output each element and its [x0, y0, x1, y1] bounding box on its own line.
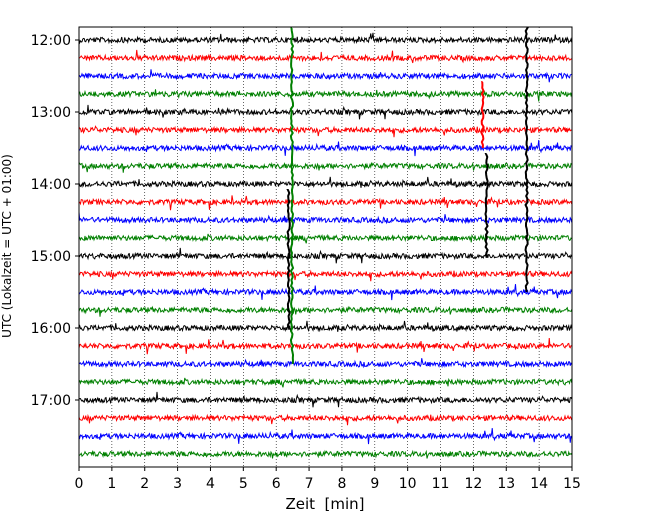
- trace-row-1330: [78, 140, 572, 157]
- trace-row-1200: [78, 32, 573, 45]
- trace-row-1215: [78, 49, 572, 64]
- y-axis-title: UTC (Lokalzeit = UTC + 01:00): [0, 154, 14, 338]
- trace-row-1700: [78, 391, 573, 408]
- x-tick-label: 2: [140, 476, 149, 492]
- event-spike-0: [289, 27, 295, 365]
- event-spike-3: [484, 153, 489, 257]
- y-tick-label: 17:00: [31, 393, 71, 409]
- x-tick-label: 0: [75, 476, 84, 492]
- trace-row-1630: [78, 358, 573, 369]
- plot-area-frame: [78, 26, 573, 468]
- trace-row-1530: [78, 284, 573, 301]
- x-tick-label: 14: [530, 476, 548, 492]
- x-tick-label: 8: [337, 476, 346, 492]
- trace-row-1400: [78, 176, 573, 189]
- x-tick-label: 15: [563, 476, 581, 492]
- trace-row-1315: [78, 125, 572, 138]
- x-axis-title: Zeit [min]: [285, 495, 364, 513]
- x-axis-ticks: 0 1 2 3 4 5 6 7 8 9 10 11 12 13 14 15: [75, 467, 581, 492]
- trace-row-1430: [78, 212, 573, 225]
- trace-row-1415: [78, 195, 573, 211]
- trace-row-1245: [78, 89, 573, 102]
- x-tick-label: 11: [432, 476, 450, 492]
- trace-row-1445: [78, 233, 573, 244]
- trace-row-1730: [78, 428, 573, 445]
- grid-lines: [111, 27, 540, 467]
- x-tick-label: 3: [173, 476, 182, 492]
- event-spikes: [286, 27, 530, 365]
- trace-row-1600: [78, 320, 573, 333]
- x-tick-label: 10: [399, 476, 417, 492]
- x-tick-label: 7: [305, 476, 314, 492]
- trace-row-1300: [78, 104, 573, 120]
- y-tick-label: 12:00: [31, 33, 71, 49]
- x-tick-label: 13: [497, 476, 515, 492]
- x-tick-label: 1: [107, 476, 116, 492]
- y-tick-label: 13:00: [31, 105, 71, 121]
- trace-row-1500: [78, 247, 573, 264]
- trace-row-1645: [78, 377, 573, 388]
- event-spike-1: [286, 189, 291, 329]
- trace-row-1615: [78, 338, 572, 355]
- y-tick-label: 16:00: [31, 321, 71, 337]
- x-tick-label: 4: [206, 476, 215, 492]
- event-spike-4: [524, 27, 530, 293]
- trace-row-1715: [78, 413, 573, 426]
- trace-row-1230: [78, 69, 573, 83]
- seismogram-traces: [78, 32, 573, 459]
- y-tick-label: 15:00: [31, 249, 71, 265]
- trace-row-1345: [78, 161, 573, 173]
- trace-row-1545: [78, 305, 573, 317]
- y-axis-ticks: 12:00 13:00 14:00 15:00 16:00 17:00: [31, 33, 79, 409]
- x-tick-label: 5: [239, 476, 248, 492]
- x-tick-label: 9: [370, 476, 379, 492]
- x-tick-label: 12: [464, 476, 482, 492]
- y-tick-label: 14:00: [31, 177, 71, 193]
- trace-row-1745: [78, 449, 573, 459]
- x-tick-label: 6: [272, 476, 281, 492]
- trace-row-1515: [78, 269, 573, 282]
- event-spike-2: [480, 81, 485, 149]
